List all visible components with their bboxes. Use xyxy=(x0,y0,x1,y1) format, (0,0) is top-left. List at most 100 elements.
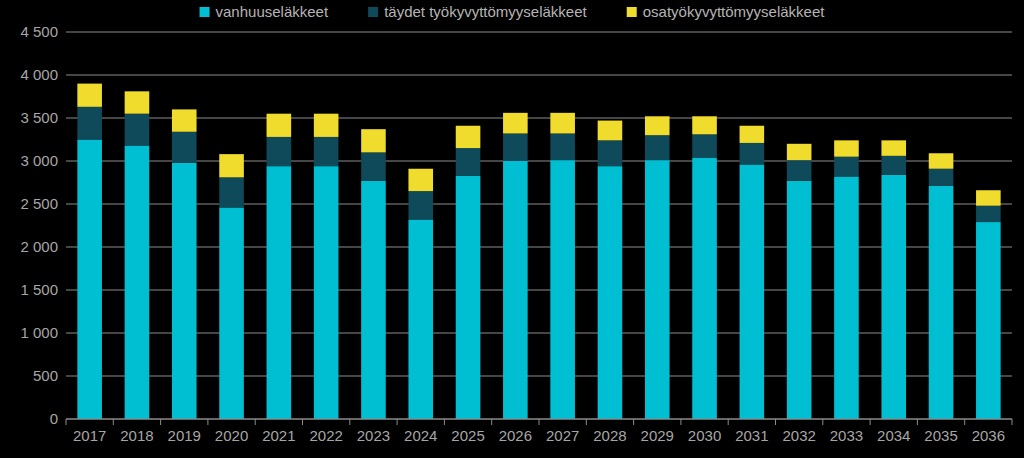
grid xyxy=(66,32,1012,419)
x-tick-label: 2021 xyxy=(262,427,295,444)
x-axis: 2017201820192020202120222023202420252026… xyxy=(66,419,1012,444)
bar xyxy=(834,157,859,177)
x-tick-label: 2033 xyxy=(830,427,863,444)
category-separator xyxy=(964,419,965,425)
bar xyxy=(787,144,812,160)
y-tick-label: 2 500 xyxy=(20,195,58,212)
category-separator xyxy=(680,419,681,425)
bar xyxy=(503,133,528,161)
legend-label: osatyökyvyttömyyseläkkeet xyxy=(643,3,826,20)
bar xyxy=(361,152,386,180)
bar xyxy=(456,148,481,176)
category-separator xyxy=(113,419,114,425)
category-separator xyxy=(444,419,445,425)
bar xyxy=(550,160,575,419)
bar xyxy=(456,176,481,419)
bar xyxy=(929,153,954,168)
y-tick-label: 3 000 xyxy=(20,152,58,169)
bar xyxy=(740,164,765,419)
x-tick-label: 2036 xyxy=(972,427,1005,444)
x-tick-label: 2028 xyxy=(593,427,626,444)
bar xyxy=(834,176,859,419)
bar xyxy=(740,126,765,143)
bar xyxy=(361,181,386,419)
x-tick-label: 2020 xyxy=(215,427,248,444)
bar xyxy=(598,121,623,141)
x-tick-label: 2017 xyxy=(73,427,106,444)
category-separator xyxy=(728,419,729,425)
bar xyxy=(77,140,102,420)
bar xyxy=(550,113,575,134)
bar xyxy=(645,160,670,419)
category-separator xyxy=(633,419,634,425)
series-1 xyxy=(77,107,1000,222)
bar xyxy=(881,156,906,175)
chart-container: 05001 0001 5002 0002 5003 0003 5004 0004… xyxy=(0,0,1024,458)
category-separator xyxy=(822,419,823,425)
grid-line xyxy=(66,75,1012,76)
bar xyxy=(645,116,670,135)
bar xyxy=(598,166,623,419)
bars xyxy=(77,84,1000,419)
bar xyxy=(976,190,1001,205)
x-tick-label: 2030 xyxy=(688,427,721,444)
grid-line xyxy=(66,204,1012,205)
bar xyxy=(456,126,481,148)
bar xyxy=(787,160,812,181)
bar xyxy=(219,154,244,177)
bar xyxy=(172,132,197,163)
bar xyxy=(740,143,765,165)
category-separator xyxy=(1012,419,1013,425)
bar xyxy=(692,158,717,419)
y-tick-label: 0 xyxy=(50,410,58,427)
category-separator xyxy=(775,419,776,425)
bar xyxy=(408,191,433,219)
bar xyxy=(125,146,150,419)
grid-line xyxy=(66,247,1012,248)
category-separator xyxy=(160,419,161,425)
bar xyxy=(692,116,717,134)
bar xyxy=(77,107,102,140)
bar xyxy=(598,140,623,166)
x-tick-label: 2035 xyxy=(924,427,957,444)
y-tick-label: 500 xyxy=(33,367,58,384)
bar xyxy=(314,137,339,166)
bar xyxy=(929,169,954,186)
bar xyxy=(550,133,575,160)
legend-label: täydet työkyvyttömyyseläkkeet xyxy=(384,3,587,20)
category-separator xyxy=(870,419,871,425)
legend: vanhuuseläkkeettäydet työkyvyttömyyseläk… xyxy=(200,3,826,20)
y-tick-label: 1 500 xyxy=(20,281,58,298)
series-0 xyxy=(77,140,1000,420)
x-tick-label: 2024 xyxy=(404,427,437,444)
x-tick-label: 2031 xyxy=(735,427,768,444)
bar xyxy=(881,175,906,419)
bar xyxy=(408,169,433,191)
bar xyxy=(314,166,339,419)
x-tick-label: 2023 xyxy=(357,427,390,444)
category-separator xyxy=(586,419,587,425)
y-tick-label: 4 000 xyxy=(20,66,58,83)
legend-swatch xyxy=(627,7,637,17)
category-separator xyxy=(397,419,398,425)
category-separator xyxy=(207,419,208,425)
bar xyxy=(787,181,812,419)
grid-line xyxy=(66,161,1012,162)
bar xyxy=(645,135,670,160)
legend-swatch xyxy=(200,7,210,17)
bar xyxy=(267,137,292,166)
x-tick-label: 2032 xyxy=(782,427,815,444)
legend-swatch xyxy=(368,7,378,17)
x-tick-label: 2029 xyxy=(641,427,674,444)
grid-line xyxy=(66,376,1012,377)
y-tick-label: 2 000 xyxy=(20,238,58,255)
category-separator xyxy=(539,419,540,425)
category-separator xyxy=(255,419,256,425)
bar xyxy=(125,114,150,146)
x-tick-label: 2022 xyxy=(309,427,342,444)
bar xyxy=(929,186,954,419)
bar xyxy=(125,91,150,113)
bar xyxy=(267,114,292,137)
chart-svg: 05001 0001 5002 0002 5003 0003 5004 0004… xyxy=(0,0,1024,458)
x-tick-label: 2018 xyxy=(120,427,153,444)
